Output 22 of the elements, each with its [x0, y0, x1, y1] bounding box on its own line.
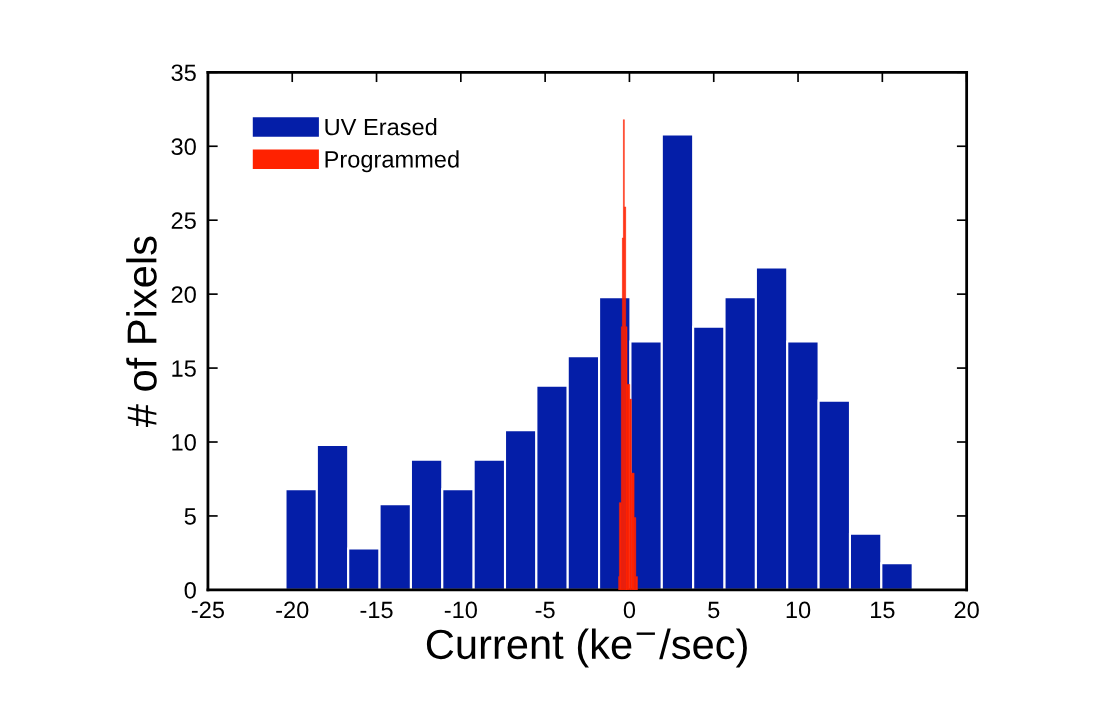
y-tick-label: 30 — [171, 138, 196, 156]
x-tick-label: -20 — [276, 601, 309, 619]
x-tick-label: 10 — [786, 601, 811, 619]
x-tick-label: -15 — [360, 601, 393, 619]
x-tick-label: 15 — [871, 601, 895, 619]
y-tick-label: 25 — [171, 212, 196, 229]
y-axis-title: # of Pixels — [126, 236, 157, 428]
x-tick-label: -10 — [444, 601, 477, 619]
y-tick-label: 5 — [184, 508, 196, 525]
y-tick-label: 10 — [172, 434, 196, 451]
legend-label: Programmed — [325, 150, 459, 173]
y-tick-label: 35 — [171, 64, 196, 82]
x-axis-title: Current (ke$^{−}$/sec) — [426, 628, 747, 668]
y-tick-label: 20 — [171, 286, 196, 303]
y-tick-label: 0 — [184, 581, 196, 599]
x-tick-label: 0 — [623, 601, 636, 619]
y-tick-label: 15 — [172, 360, 196, 377]
x-tick-label: -25 — [191, 601, 224, 619]
x-tick-label: -5 — [535, 601, 555, 619]
legend-label: UV Erased — [325, 118, 437, 136]
x-tick-label: 5 — [708, 601, 720, 619]
x-tick-label: 20 — [954, 601, 979, 619]
